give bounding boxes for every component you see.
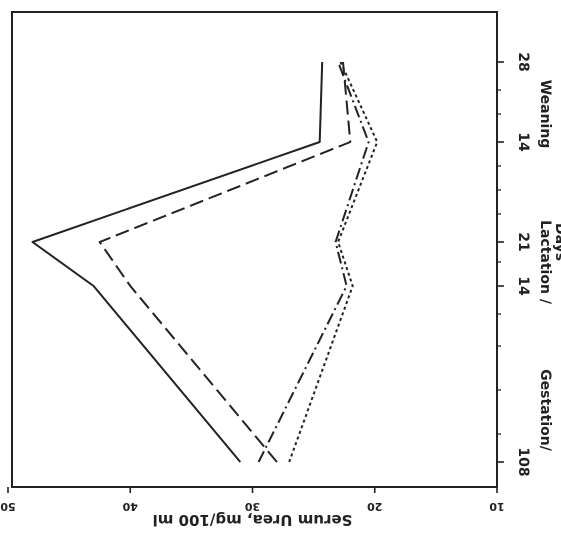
y-axis-title: Serum Urea, mg/100 ml	[153, 511, 353, 529]
y-tick-label: 10	[489, 500, 505, 513]
series-lines	[31, 61, 379, 463]
x-axis-title-part: Lactation /	[537, 220, 553, 305]
x-tick-label: 21	[515, 232, 531, 251]
x-axis-title-part: Gestation/	[537, 369, 553, 452]
x-tick-label: 14	[515, 276, 531, 296]
y-tick-label: 50	[0, 500, 16, 513]
series-line-solid	[31, 61, 324, 463]
series-line-dash-dot	[257, 61, 370, 463]
y-tick-label: 20	[367, 500, 383, 513]
plot-frame	[11, 11, 498, 488]
x-axis-title-part: Weaning	[537, 80, 553, 149]
axis-labels: 108 14 21 14 28 10 20 30 40 50 Serum Urea, mg/100 …	[0, 52, 561, 529]
x-axis-days-label: Days	[552, 223, 561, 261]
series-line-long-dash	[98, 61, 352, 463]
x-tick-label: 108	[515, 447, 531, 476]
y-tick-label: 40	[122, 500, 138, 513]
x-tick-label: 28	[515, 52, 531, 71]
series-line-dotted	[288, 61, 379, 463]
y-tick-label: 30	[245, 500, 261, 513]
tick-marks	[7, 61, 504, 493]
x-tick-label: 14	[515, 132, 531, 152]
axes	[11, 11, 498, 488]
